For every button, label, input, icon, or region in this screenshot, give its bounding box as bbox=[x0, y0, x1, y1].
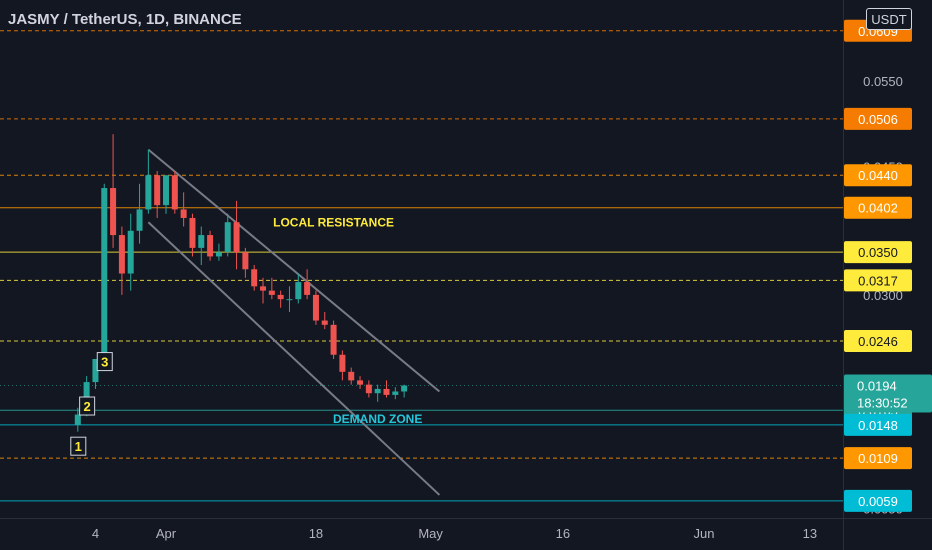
currency-selector[interactable]: USDT bbox=[866, 8, 912, 30]
wave-label: 1 bbox=[75, 439, 82, 454]
chart-annotation: DEMAND ZONE bbox=[333, 412, 422, 426]
candle-body bbox=[330, 324, 337, 355]
candle-body bbox=[268, 290, 275, 295]
level-price-label: 0.0350 bbox=[858, 245, 898, 260]
candle-body bbox=[392, 391, 399, 395]
level-price-label: 0.0506 bbox=[858, 112, 898, 127]
wave-label: 3 bbox=[101, 355, 108, 370]
level-price-label: 0.0109 bbox=[858, 451, 898, 466]
candle-body bbox=[180, 209, 187, 218]
candle-body bbox=[74, 414, 81, 425]
wave-label: 2 bbox=[84, 399, 91, 414]
level-price-label: 0.0317 bbox=[858, 273, 898, 288]
candle-body bbox=[365, 384, 372, 394]
level-price-label: 0.0440 bbox=[858, 168, 898, 183]
candle-body bbox=[357, 380, 364, 385]
candle-body bbox=[171, 175, 178, 210]
candle-body bbox=[198, 235, 205, 248]
wave-label-box bbox=[70, 436, 87, 456]
time-tick-label: May bbox=[418, 526, 443, 541]
level-price-label: 0.0148 bbox=[858, 418, 898, 433]
candle-body bbox=[339, 354, 346, 372]
level-price-badge[interactable] bbox=[844, 241, 912, 264]
level-price-label: 0.0402 bbox=[858, 201, 898, 216]
current-price-badge[interactable] bbox=[844, 374, 932, 413]
level-price-badge[interactable] bbox=[844, 107, 912, 130]
countdown-timer: 18:30:52 bbox=[857, 396, 908, 411]
candle-body bbox=[348, 371, 355, 381]
candle-body bbox=[401, 385, 408, 392]
candle-body bbox=[215, 252, 222, 257]
candle-body bbox=[251, 269, 258, 287]
candle-body bbox=[286, 299, 293, 301]
level-price-badge[interactable] bbox=[844, 164, 912, 187]
time-tick-label: 18 bbox=[309, 526, 323, 541]
candle-body bbox=[101, 188, 108, 360]
candle-body bbox=[127, 230, 134, 274]
candle-body bbox=[163, 175, 169, 206]
candle-body bbox=[242, 252, 249, 270]
level-price-label: 0.0246 bbox=[858, 334, 898, 349]
candle-body bbox=[110, 188, 117, 236]
time-tick-label: 16 bbox=[556, 526, 570, 541]
candle-body bbox=[145, 175, 152, 210]
wave-label-box bbox=[96, 352, 113, 372]
level-price-label: 0.0059 bbox=[858, 494, 898, 509]
candle-body bbox=[118, 235, 125, 274]
current-price-label: 0.0194 bbox=[857, 379, 897, 394]
candle-body bbox=[321, 320, 328, 325]
level-price-badge[interactable] bbox=[844, 196, 912, 219]
candle-body bbox=[260, 286, 267, 291]
candle-body bbox=[374, 388, 381, 394]
channel-line[interactable] bbox=[147, 221, 441, 496]
time-tick-label: Jun bbox=[694, 526, 715, 541]
candle-body bbox=[207, 235, 214, 257]
time-tick-label: 13 bbox=[803, 526, 817, 541]
candle-body bbox=[312, 294, 319, 321]
level-price-badge[interactable] bbox=[844, 413, 912, 436]
candle-body bbox=[224, 222, 231, 253]
candle-body bbox=[189, 217, 196, 248]
level-price-badge[interactable] bbox=[844, 330, 912, 353]
price-tick-label: 0.0300 bbox=[863, 288, 903, 303]
channel-line[interactable] bbox=[147, 148, 441, 393]
candle-body bbox=[277, 294, 284, 300]
candle-body bbox=[383, 388, 390, 395]
time-tick-label: Apr bbox=[156, 526, 177, 541]
time-tick-label: 4 bbox=[92, 526, 99, 541]
level-price-badge[interactable] bbox=[844, 489, 912, 512]
candle-body bbox=[154, 175, 161, 206]
wave-label-box bbox=[79, 396, 96, 416]
level-price-badge[interactable] bbox=[844, 269, 912, 292]
candle-body bbox=[92, 359, 99, 383]
candle-body bbox=[295, 282, 302, 300]
chart-annotation: LOCAL RESISTANCE bbox=[273, 216, 394, 230]
symbol-title: JASMY / TetherUS, 1D, BINANCE bbox=[8, 11, 242, 28]
candle-body bbox=[233, 222, 240, 253]
candle-body bbox=[304, 282, 311, 295]
price-tick-label: 0.0550 bbox=[863, 74, 903, 89]
level-price-badge[interactable] bbox=[844, 447, 912, 470]
candle-body bbox=[136, 209, 143, 231]
